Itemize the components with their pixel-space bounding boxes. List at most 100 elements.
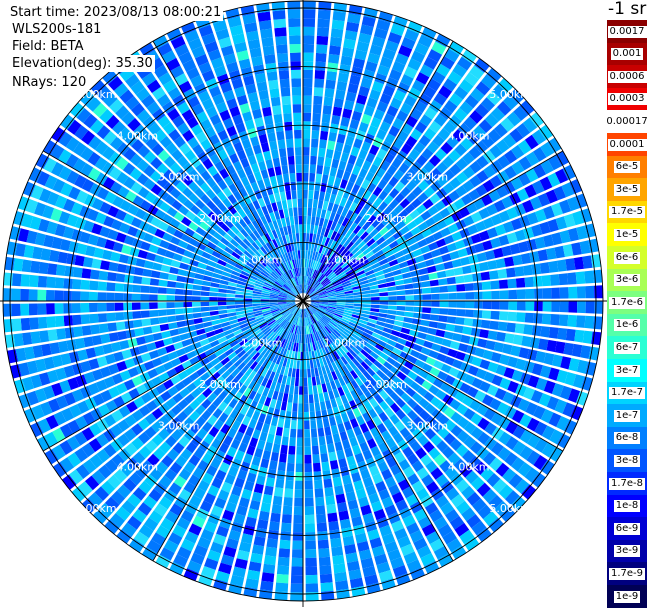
- range-gate-cell: [463, 374, 476, 385]
- range-gate-cell: [296, 334, 300, 344]
- colorbar-label: 1.7e-5: [608, 206, 646, 219]
- range-gate-cell: [200, 170, 212, 182]
- range-gate-cell: [170, 357, 182, 367]
- range-gate-cell: [331, 158, 340, 169]
- range-gate-cell: [282, 320, 289, 329]
- range-gate-cell: [489, 398, 502, 411]
- range-gate-cell: [230, 238, 240, 248]
- range-gate-cell: [225, 145, 236, 157]
- range-gate-cell: [97, 404, 111, 417]
- range-gate-cell: [179, 387, 190, 398]
- range-gate-cell: [307, 307, 313, 315]
- range-gate-cell: [330, 230, 338, 240]
- range-gate-cell: [351, 333, 361, 341]
- range-gate-cell: [390, 23, 405, 36]
- range-gate-cell: [330, 28, 344, 39]
- range-gate-cell: [315, 271, 322, 280]
- range-gate-cell: [217, 489, 230, 501]
- range-gate-cell: [354, 49, 368, 61]
- range-gate-cell: [166, 368, 178, 378]
- range-gate-cell: [365, 152, 376, 164]
- range-gate-cell: [175, 181, 187, 193]
- range-gate-cell: [183, 481, 196, 494]
- range-gate-cell: [272, 157, 281, 168]
- range-gate-cell: [343, 100, 355, 111]
- range-gate-cell: [317, 366, 323, 376]
- range-gate-cell: [512, 441, 526, 456]
- range-gate-cell: [462, 450, 475, 463]
- range-gate-cell: [254, 250, 263, 259]
- range-gate-cell: [318, 290, 327, 295]
- range-gate-cell: [238, 541, 252, 553]
- range-gate-cell: [207, 485, 220, 497]
- range-gate-cell: [153, 447, 166, 461]
- range-gate-cell: [316, 208, 322, 218]
- range-gate-cell: [270, 307, 280, 312]
- range-gate-cell: [344, 199, 353, 210]
- range-gate-cell: [581, 376, 593, 391]
- range-gate-cell: [551, 232, 563, 246]
- range-gate-cell: [278, 548, 290, 558]
- range-gate-cell: [238, 394, 248, 405]
- range-gate-cell: [308, 325, 312, 334]
- range-gate-cell: [224, 473, 236, 485]
- range-gate-cell: [330, 352, 338, 362]
- range-gate-cell: [263, 177, 271, 188]
- range-gate-cell: [403, 376, 414, 387]
- range-gate-cell: [270, 96, 281, 107]
- range-gate-cell: [250, 181, 260, 192]
- range-gate-cell: [329, 36, 343, 47]
- range-gate-cell: [446, 316, 457, 324]
- range-gate-cell: [556, 369, 568, 384]
- range-gate-cell: [277, 255, 284, 265]
- range-gate-cell: [320, 130, 329, 141]
- range-gate-cell: [143, 164, 156, 178]
- range-gate-cell: [436, 175, 449, 187]
- range-gate-cell: [403, 466, 415, 478]
- range-gate-cell: [377, 278, 387, 285]
- range-gate-cell: [283, 272, 290, 281]
- range-gate-cell: [333, 314, 342, 320]
- range-gate-cell: [353, 297, 363, 301]
- range-gate-cell: [108, 363, 120, 375]
- range-gate-cell: [202, 343, 212, 352]
- range-gate-cell: [374, 394, 384, 404]
- range-gate-cell: [240, 228, 249, 238]
- range-gate-cell: [295, 250, 299, 260]
- range-gate-cell: [539, 221, 551, 235]
- range-gate-cell: [201, 98, 215, 111]
- range-gate-cell: [192, 144, 204, 156]
- range-gate-cell: [470, 233, 482, 244]
- range-gate-cell: [463, 435, 477, 449]
- range-gate-cell: [249, 500, 261, 511]
- range-gate-cell: [138, 445, 152, 459]
- range-gate-cell: [74, 337, 86, 350]
- range-gate-cell: [271, 271, 279, 279]
- range-gate-cell: [264, 54, 276, 65]
- range-gate-cell: [420, 274, 430, 282]
- range-gate-cell: [386, 254, 397, 262]
- range-gate-cell: [303, 284, 306, 294]
- range-gate-cell: [284, 331, 290, 340]
- range-gate-cell: [324, 192, 331, 202]
- range-gate-cell: [416, 487, 429, 501]
- range-gate-cell: [117, 433, 130, 447]
- range-gate-cell: [149, 294, 158, 301]
- range-gate-cell: [260, 215, 268, 225]
- range-gate-cell: [129, 538, 145, 553]
- range-gate-cell: [358, 218, 367, 228]
- range-gate-cell: [218, 212, 228, 223]
- range-gate-cell: [177, 155, 189, 168]
- range-gate-cell: [65, 136, 80, 152]
- range-gate-cell: [411, 276, 421, 283]
- range-gate-cell: [407, 370, 418, 381]
- range-gate-cell: [92, 102, 108, 118]
- range-gate-cell: [489, 144, 503, 159]
- range-gate-cell: [211, 477, 223, 489]
- range-gate-cell: [329, 320, 338, 328]
- range-gate-cell: [63, 198, 76, 212]
- range-gate-cell: [256, 217, 264, 228]
- range-gate-cell: [238, 497, 250, 508]
- range-gate-cell: [326, 184, 333, 194]
- range-gate-cell: [303, 61, 314, 70]
